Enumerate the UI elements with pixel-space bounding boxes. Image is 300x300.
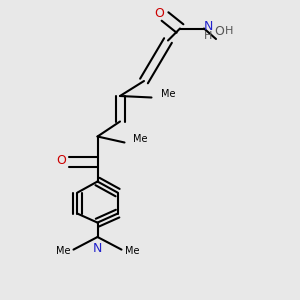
Text: N: N [93,242,102,254]
Text: H: H [204,31,213,41]
Text: Me: Me [134,134,148,145]
Text: O: O [57,154,66,167]
Text: H: H [225,26,234,36]
Text: N: N [204,20,213,34]
Text: O: O [214,25,224,38]
Text: Me: Me [56,246,70,256]
Text: O: O [154,7,164,20]
Text: Me: Me [124,246,139,256]
Text: Me: Me [160,89,175,100]
